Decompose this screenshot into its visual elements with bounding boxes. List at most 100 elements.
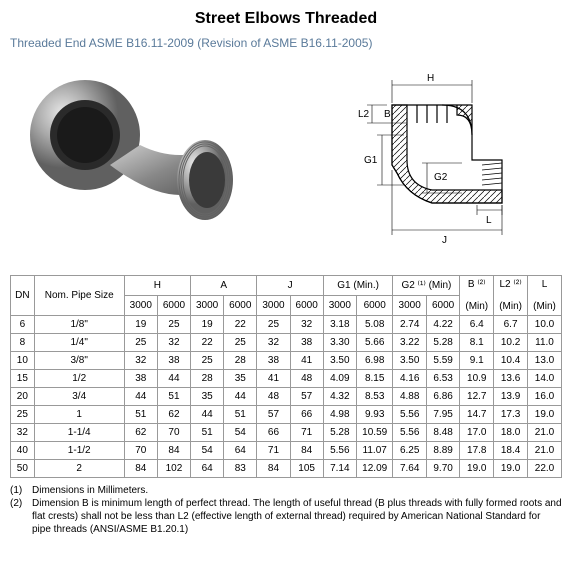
table-cell: 5.56 <box>323 442 356 460</box>
table-cell: 15 <box>11 370 35 388</box>
table-cell: 84 <box>124 460 157 478</box>
column-header: DN <box>11 276 35 316</box>
table-cell: 57 <box>257 406 290 424</box>
table-cell: 3/4 <box>34 388 124 406</box>
column-header: Nom. Pipe Size <box>34 276 124 316</box>
column-subheader: 6000 <box>157 296 190 316</box>
table-cell: 51 <box>124 406 157 424</box>
column-subheader: 3000 <box>323 296 356 316</box>
footnotes: (1)Dimensions in Millimeters.(2)Dimensio… <box>10 484 562 536</box>
table-cell: 6.7 <box>494 316 528 334</box>
column-header: L2 ⁽²⁾(Min) <box>494 276 528 316</box>
table-cell: 44 <box>191 406 224 424</box>
column-header: B ⁽²⁾(Min) <box>460 276 494 316</box>
table-cell: 19 <box>124 316 157 334</box>
table-cell: 10.0 <box>528 316 562 334</box>
table-cell: 54 <box>191 442 224 460</box>
table-cell: 5.56 <box>393 406 426 424</box>
table-cell: 12.09 <box>356 460 393 478</box>
table-cell: 21.0 <box>528 424 562 442</box>
table-cell: 1/8" <box>34 316 124 334</box>
table-cell: 64 <box>191 460 224 478</box>
table-cell: 57 <box>290 388 323 406</box>
table-cell: 71 <box>257 442 290 460</box>
table-cell: 5.28 <box>323 424 356 442</box>
table-cell: 10 <box>11 352 35 370</box>
table-cell: 5.56 <box>393 424 426 442</box>
table-row: 103/8"3238252838413.506.983.505.599.110.… <box>11 352 562 370</box>
table-cell: 1 <box>34 406 124 424</box>
table-cell: 105 <box>290 460 323 478</box>
column-subheader: 3000 <box>191 296 224 316</box>
table-cell: 25 <box>11 406 35 424</box>
table-cell: 8.15 <box>356 370 393 388</box>
subtitle: Threaded End ASME B16.11-2009 (Revision … <box>10 36 562 50</box>
table-cell: 12.7 <box>460 388 494 406</box>
table-cell: 21.0 <box>528 442 562 460</box>
svg-text:G2: G2 <box>434 172 448 183</box>
table-cell: 3.50 <box>323 352 356 370</box>
table-cell: 32 <box>11 424 35 442</box>
table-cell: 38 <box>290 334 323 352</box>
table-cell: 4.16 <box>393 370 426 388</box>
table-cell: 5.28 <box>426 334 459 352</box>
table-cell: 28 <box>191 370 224 388</box>
table-row: 61/8"1925192225323.185.082.744.226.46.71… <box>11 316 562 334</box>
table-cell: 6.4 <box>460 316 494 334</box>
svg-text:L: L <box>486 215 492 226</box>
table-cell: 8.1 <box>460 334 494 352</box>
table-cell: 84 <box>257 460 290 478</box>
table-cell: 50 <box>11 460 35 478</box>
dimension-diagram: H L2 B G1 G2 L J <box>322 65 562 255</box>
column-subheader: 3000 <box>257 296 290 316</box>
table-cell: 51 <box>157 388 190 406</box>
table-row: 321-1/46270515466715.2810.595.568.4817.0… <box>11 424 562 442</box>
table-cell: 19 <box>191 316 224 334</box>
table-cell: 10.9 <box>460 370 494 388</box>
table-cell: 3.18 <box>323 316 356 334</box>
column-header: L(Min) <box>528 276 562 316</box>
table-cell: 48 <box>257 388 290 406</box>
table-cell: 17.0 <box>460 424 494 442</box>
table-cell: 11.07 <box>356 442 393 460</box>
table-cell: 22 <box>191 334 224 352</box>
table-cell: 3.50 <box>393 352 426 370</box>
table-cell: 2 <box>34 460 124 478</box>
svg-text:B: B <box>384 109 391 120</box>
table-cell: 25 <box>224 334 257 352</box>
column-header: J <box>257 276 323 296</box>
column-subheader: 6000 <box>224 296 257 316</box>
images-row: H L2 B G1 G2 L J <box>10 60 562 260</box>
svg-text:H: H <box>427 73 434 84</box>
column-header: G1 (Min.) <box>323 276 393 296</box>
column-subheader: 6000 <box>356 296 393 316</box>
table-cell: 17.3 <box>494 406 528 424</box>
table-cell: 35 <box>224 370 257 388</box>
table-cell: 38 <box>157 352 190 370</box>
table-cell: 10.2 <box>494 334 528 352</box>
table-cell: 20 <box>11 388 35 406</box>
table-cell: 102 <box>157 460 190 478</box>
table-header: DNNom. Pipe SizeHAJG1 (Min.)G2 ⁽¹⁾ (Min)… <box>11 276 562 316</box>
table-cell: 4.09 <box>323 370 356 388</box>
table-cell: 8.89 <box>426 442 459 460</box>
table-cell: 5.08 <box>356 316 393 334</box>
table-row: 151/23844283541484.098.154.166.5310.913.… <box>11 370 562 388</box>
table-cell: 19.0 <box>528 406 562 424</box>
table-cell: 5.66 <box>356 334 393 352</box>
table-cell: 14.0 <box>528 370 562 388</box>
table-row: 203/44451354448574.328.534.886.8612.713.… <box>11 388 562 406</box>
table-cell: 3.22 <box>393 334 426 352</box>
table-cell: 17.8 <box>460 442 494 460</box>
table-cell: 84 <box>290 442 323 460</box>
table-cell: 48 <box>290 370 323 388</box>
table-cell: 4.98 <box>323 406 356 424</box>
column-subheader: 3000 <box>124 296 157 316</box>
table-cell: 7.95 <box>426 406 459 424</box>
table-cell: 70 <box>124 442 157 460</box>
table-cell: 8 <box>11 334 35 352</box>
table-cell: 1/2 <box>34 370 124 388</box>
table-cell: 19.0 <box>494 460 528 478</box>
table-cell: 22.0 <box>528 460 562 478</box>
dimensions-table: DNNom. Pipe SizeHAJG1 (Min.)G2 ⁽¹⁾ (Min)… <box>10 275 562 478</box>
